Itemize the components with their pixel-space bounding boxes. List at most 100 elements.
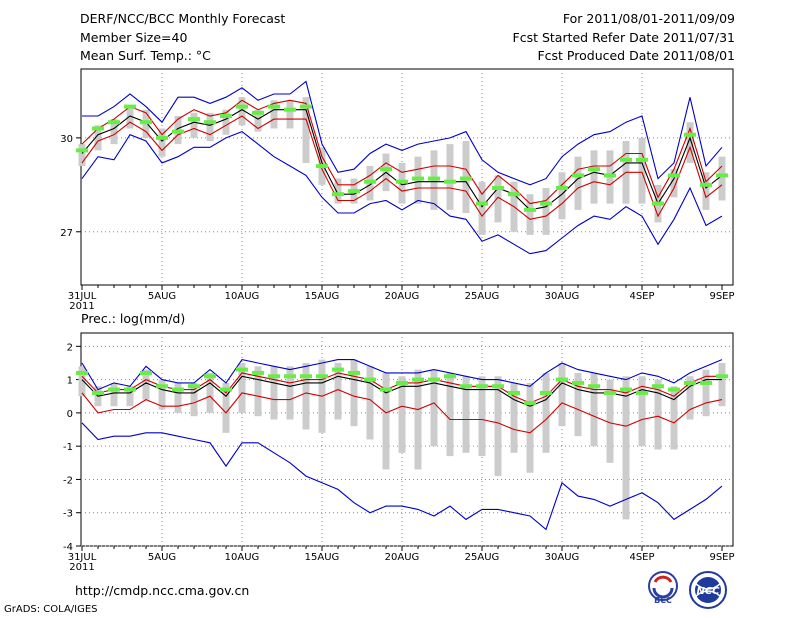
prec-ytick-label: 1	[67, 376, 73, 387]
prec-spread-box	[590, 372, 598, 447]
prec-xtick-label: 31JUL	[68, 552, 97, 563]
prec-member-marker	[428, 377, 440, 382]
prec-member-marker	[124, 387, 136, 392]
prec-spread-box	[462, 376, 470, 453]
temp-spread-box	[718, 156, 726, 201]
prec-series-maximum	[81, 358, 723, 391]
ncc-logo-text: NCC	[696, 586, 720, 597]
prec-frame	[80, 332, 734, 547]
temp-spread-box	[542, 187, 550, 235]
temp-member-marker	[332, 192, 344, 197]
temp-member-marker	[172, 129, 184, 134]
temp-member-marker	[412, 176, 424, 181]
prec-ytick-label: 2	[67, 342, 73, 353]
temp-member-marker	[108, 120, 120, 125]
prec-ytick-label: -3	[63, 509, 73, 520]
temp-member-marker	[156, 135, 168, 140]
temp-member-marker	[220, 113, 232, 118]
bcc-emblem-icon: BCC	[648, 571, 678, 605]
prec-spread-box	[622, 376, 630, 520]
temp-member-marker	[524, 207, 536, 212]
prec-year-label: 2011	[69, 562, 94, 573]
temp-series-spread-lower	[81, 115, 723, 220]
prec-spread-box	[142, 369, 150, 400]
temp-member-marker	[140, 120, 152, 125]
prec-member-marker	[604, 390, 616, 395]
temp-member-marker	[284, 107, 296, 112]
prec-spread-box	[398, 376, 406, 453]
member-size: Member Size=40	[80, 30, 188, 45]
temp-ytick-label: 30	[60, 134, 73, 145]
prec-spread-box	[110, 382, 118, 407]
prec-member-marker	[540, 390, 552, 395]
prec-spread-box	[606, 379, 614, 463]
temp-spread-box	[110, 119, 118, 145]
temp-spread-box	[478, 181, 486, 235]
prec-spread-box	[302, 362, 310, 430]
temp-member-marker	[556, 185, 568, 190]
forecast-produced-date: Fcst Produced Date 2011/08/01	[537, 48, 735, 63]
prec-member-marker	[588, 384, 600, 389]
prec-spread-box	[686, 376, 694, 420]
prec-spread-box	[190, 382, 198, 417]
prec-spread-box	[78, 366, 86, 397]
temp-xtick-label: 30AUG	[545, 291, 580, 302]
prec-spread-box	[510, 382, 518, 453]
prec-panel: 31JUL 5AUG 10AUG 15AUG 20AUG 25AUG 30AUG 4SEP 9S…	[63, 332, 735, 573]
prec-member-marker	[700, 380, 712, 385]
prec-member-marker	[332, 367, 344, 372]
prec-member-marker	[156, 384, 168, 389]
prec-member-marker	[140, 370, 152, 375]
temp-spread-box	[158, 128, 166, 157]
temp-member-marker	[252, 110, 264, 115]
temp-spread-box	[78, 144, 86, 167]
prec-spread-box	[702, 369, 710, 417]
temp-member-marker	[428, 176, 440, 181]
prec-spread-box	[414, 369, 422, 470]
temp-xtick-label: 10AUG	[225, 291, 260, 302]
prec-spread-box	[366, 366, 374, 440]
prec-member-marker	[316, 374, 328, 379]
bcc-logo-text: BCC	[654, 596, 672, 605]
temp-spread-box	[270, 100, 278, 129]
prec-xtick-label: 30AUG	[545, 552, 580, 563]
prec-spread-box	[654, 379, 662, 450]
source-url[interactable]: http://cmdp.ncc.cma.gov.cn	[75, 583, 250, 598]
prec-member-marker	[716, 374, 728, 379]
prec-spread-box	[446, 372, 454, 457]
prec-member-marker	[668, 387, 680, 392]
prec-spread-box	[222, 382, 230, 433]
temp-spread-box	[574, 156, 582, 210]
temp-member-marker	[124, 104, 136, 109]
temp-series-ensemble-mean	[81, 109, 723, 211]
temp-spread-box	[190, 112, 198, 138]
prec-member-marker	[108, 387, 120, 392]
temp-member-marker	[348, 189, 360, 194]
temp-spread-box	[286, 100, 294, 129]
temp-member-marker	[604, 173, 616, 178]
temp-year-label: 2011	[69, 301, 94, 312]
bcc-logo: BCC	[642, 570, 684, 606]
prec-xtick-label: 25AUG	[465, 552, 500, 563]
prec-member-marker	[652, 384, 664, 389]
temp-member-marker	[300, 104, 312, 109]
prec-member-marker	[412, 377, 424, 382]
temp-member-marker	[92, 126, 104, 131]
prec-ytick-label: -2	[63, 475, 73, 486]
temp-spread-box	[238, 97, 246, 126]
prec-xtick-label: 4SEP	[629, 552, 654, 563]
prec-spread-box	[350, 359, 358, 427]
temp-member-marker	[684, 132, 696, 137]
temp-member-marker	[76, 148, 88, 153]
prec-series-spread-lower	[81, 389, 723, 434]
prec-member-marker	[620, 387, 632, 392]
temp-panel: 31JUL 5AUG 10AUG 15AUG 20AUG 25AUG 30AUG 4SEP 9S…	[60, 68, 735, 312]
prec-spread-box	[494, 376, 502, 477]
prec-member-marker	[236, 367, 248, 372]
prec-spread-box	[526, 382, 534, 473]
temp-member-marker	[508, 192, 520, 197]
prec-spread-box	[334, 362, 342, 420]
temp-member-marker	[444, 179, 456, 184]
prec-xtick-label: 5AUG	[148, 552, 176, 563]
